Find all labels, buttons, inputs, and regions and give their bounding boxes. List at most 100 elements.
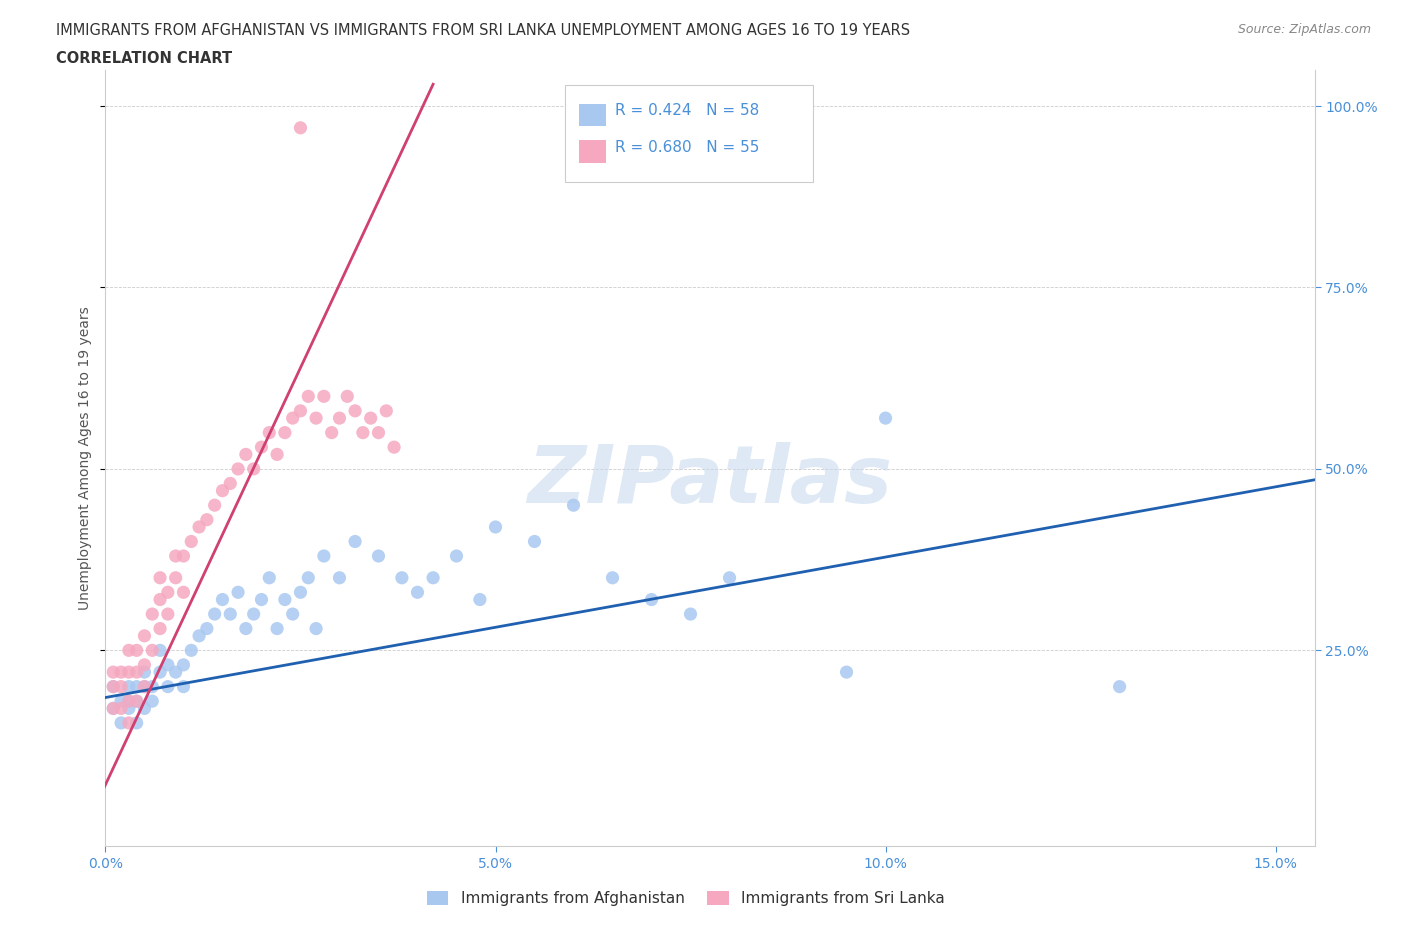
Point: [165, 570, 187, 585]
Point: [125, 665, 148, 680]
Point: [602, 570, 624, 585]
Point: [305, 411, 328, 426]
Point: [134, 658, 156, 672]
Point: [344, 534, 367, 549]
Point: [125, 643, 148, 658]
Point: [103, 679, 125, 694]
Text: ZIPatlas: ZIPatlas: [527, 443, 893, 520]
Point: [274, 425, 297, 440]
Point: [103, 701, 125, 716]
Point: [1108, 679, 1130, 694]
Text: IMMIGRANTS FROM AFGHANISTAN VS IMMIGRANTS FROM SRI LANKA UNEMPLOYMENT AMONG AGES: IMMIGRANTS FROM AFGHANISTAN VS IMMIGRANT…: [56, 23, 910, 38]
Point: [156, 606, 179, 621]
Point: [141, 679, 163, 694]
Point: [204, 498, 226, 512]
Point: [468, 592, 491, 607]
Text: R = 0.680   N = 55: R = 0.680 N = 55: [614, 140, 759, 155]
Text: R = 0.424   N = 58: R = 0.424 N = 58: [614, 103, 759, 118]
Point: [266, 621, 288, 636]
Point: [422, 570, 444, 585]
Point: [165, 665, 187, 680]
Point: [172, 658, 194, 672]
Point: [235, 447, 257, 462]
Point: [134, 679, 156, 694]
Point: [211, 484, 233, 498]
Point: [118, 694, 141, 709]
Point: [103, 665, 125, 680]
Point: [134, 679, 156, 694]
Point: [446, 549, 468, 564]
Point: [125, 715, 148, 730]
Point: [242, 461, 264, 476]
Point: [718, 570, 741, 585]
Point: [266, 447, 288, 462]
Point: [156, 658, 179, 672]
FancyBboxPatch shape: [579, 140, 606, 163]
Point: [134, 629, 156, 644]
Point: [110, 701, 132, 716]
Point: [180, 534, 202, 549]
Point: [156, 585, 179, 600]
Point: [290, 404, 312, 418]
Point: [172, 679, 194, 694]
Point: [290, 585, 312, 600]
Point: [352, 425, 374, 440]
Point: [165, 549, 187, 564]
Point: [103, 679, 125, 694]
Point: [367, 549, 389, 564]
Point: [382, 440, 405, 455]
Point: [250, 440, 273, 455]
Point: [235, 621, 257, 636]
Point: [336, 389, 359, 404]
Text: Source: ZipAtlas.com: Source: ZipAtlas.com: [1237, 23, 1371, 36]
Point: [281, 411, 304, 426]
Point: [172, 549, 194, 564]
Point: [134, 665, 156, 680]
Point: [226, 461, 249, 476]
Point: [875, 411, 897, 426]
Point: [172, 585, 194, 600]
Point: [312, 549, 335, 564]
Point: [141, 643, 163, 658]
Point: [297, 389, 319, 404]
Point: [188, 520, 211, 535]
Point: [360, 411, 382, 426]
Point: [640, 592, 662, 607]
Point: [305, 621, 328, 636]
Point: [406, 585, 429, 600]
Point: [188, 629, 211, 644]
Point: [195, 621, 218, 636]
Point: [290, 120, 312, 135]
Point: [375, 404, 398, 418]
Point: [125, 679, 148, 694]
Point: [195, 512, 218, 527]
Point: [149, 665, 172, 680]
Point: [149, 643, 172, 658]
Point: [110, 715, 132, 730]
Point: [110, 665, 132, 680]
Point: [259, 570, 281, 585]
Point: [835, 665, 858, 680]
Point: [391, 570, 413, 585]
Point: [250, 592, 273, 607]
Point: [110, 679, 132, 694]
Point: [321, 425, 343, 440]
Point: [149, 621, 172, 636]
Point: [110, 694, 132, 709]
Point: [242, 606, 264, 621]
Point: [149, 570, 172, 585]
Point: [103, 701, 125, 716]
Point: [219, 476, 242, 491]
Point: [156, 679, 179, 694]
Point: [344, 404, 367, 418]
FancyBboxPatch shape: [565, 86, 813, 182]
Point: [134, 701, 156, 716]
Point: [484, 520, 506, 535]
Point: [149, 592, 172, 607]
Point: [141, 606, 163, 621]
Point: [679, 606, 702, 621]
Point: [118, 665, 141, 680]
Point: [562, 498, 585, 512]
Point: [328, 570, 350, 585]
Point: [328, 411, 350, 426]
